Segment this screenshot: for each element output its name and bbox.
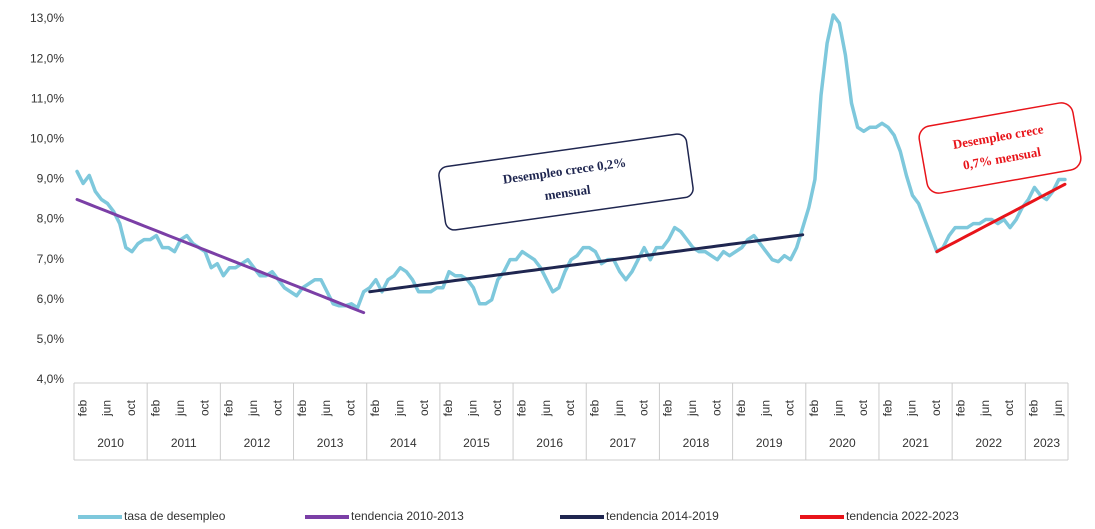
year-label: 2021 [902,436,929,450]
x-tick-label: oct [124,399,138,416]
x-tick-label: oct [1002,399,1016,416]
y-tick-label: 13,0% [30,11,64,25]
annotation-trend-2022: Desempleo crece 0,7% mensual [918,102,1082,194]
x-tick-label: feb [514,399,528,416]
x-tick-label: oct [783,399,797,416]
legend-label: tendencia 2014-2019 [606,509,719,523]
year-label: 2011 [171,436,197,450]
y-tick-label: 7,0% [37,252,65,266]
year-label: 2016 [536,436,563,450]
x-tick-label: jun [173,400,187,417]
y-tick-label: 5,0% [37,332,65,346]
x-tick-label: jun [539,400,553,417]
series-line [368,233,805,294]
x-tick-label: feb [368,399,382,416]
x-tick-label: feb [75,399,89,416]
x-tick-label: jun [1051,400,1065,417]
x-tick-label: feb [148,399,162,416]
x-tick-label: jun [100,400,114,417]
y-tick-label: 10,0% [30,132,64,146]
x-tick-label: feb [807,399,821,416]
x-tick-label: jun [246,400,260,417]
year-label: 2013 [317,436,344,450]
x-tick-label: jun [319,400,333,417]
year-label: 2019 [756,436,783,450]
x-tick-label: jun [392,400,406,417]
x-tick-label: oct [344,399,358,416]
annotation-box [438,133,694,231]
x-tick-label: feb [441,399,455,416]
x-tick-label: feb [661,399,675,416]
series-line [75,198,366,315]
x-tick-label: feb [953,399,967,416]
x-tick-label: jun [685,400,699,417]
y-tick-label: 12,0% [30,51,64,65]
annotation-trend-2014: Desempleo crece 0,2% mensual [438,133,694,231]
x-tick-label: oct [270,399,284,416]
y-tick-label: 9,0% [37,172,65,186]
year-label: 2018 [683,436,710,450]
x-tick-label: jun [612,400,626,417]
year-label: 2022 [975,436,1002,450]
x-tick-label: feb [222,399,236,416]
x-tick-label: oct [710,399,724,416]
x-tick-label: oct [636,399,650,416]
x-tick-label: jun [758,400,772,417]
x-tick-label: jun [466,400,480,417]
annotation-text: mensual [544,182,592,203]
y-tick-label: 8,0% [37,212,65,226]
year-label: 2020 [829,436,856,450]
x-tick-label: oct [563,399,577,416]
x-tick-label: oct [856,399,870,416]
series-line [935,182,1067,254]
legend-label: tendencia 2022-2023 [846,509,959,523]
x-tick-label: oct [490,399,504,416]
x-tick-label: feb [588,399,602,416]
x-tick-label: oct [417,399,431,416]
x-tick-label: feb [880,399,894,416]
x-tick-label: feb [295,399,309,416]
year-label: 2012 [244,436,271,450]
legend-label: tendencia 2010-2013 [351,509,464,523]
year-label: 2017 [609,436,636,450]
x-tick-label: oct [197,399,211,416]
year-label: 2014 [390,436,417,450]
y-tick-label: 11,0% [31,91,64,105]
legend-label: tasa de desempleo [124,509,226,523]
y-tick-label: 6,0% [37,292,65,306]
year-label: 2010 [97,436,124,450]
x-tick-label: jun [831,400,845,417]
y-tick-label: 4,0% [37,372,65,386]
x-tick-label: jun [905,400,919,417]
x-tick-label: jun [978,400,992,417]
annotation-box [918,102,1082,194]
year-label: 2023 [1033,436,1060,450]
x-tick-label: feb [734,399,748,416]
year-label: 2015 [463,436,490,450]
x-tick-label: oct [929,399,943,416]
x-tick-label: feb [1027,399,1041,416]
